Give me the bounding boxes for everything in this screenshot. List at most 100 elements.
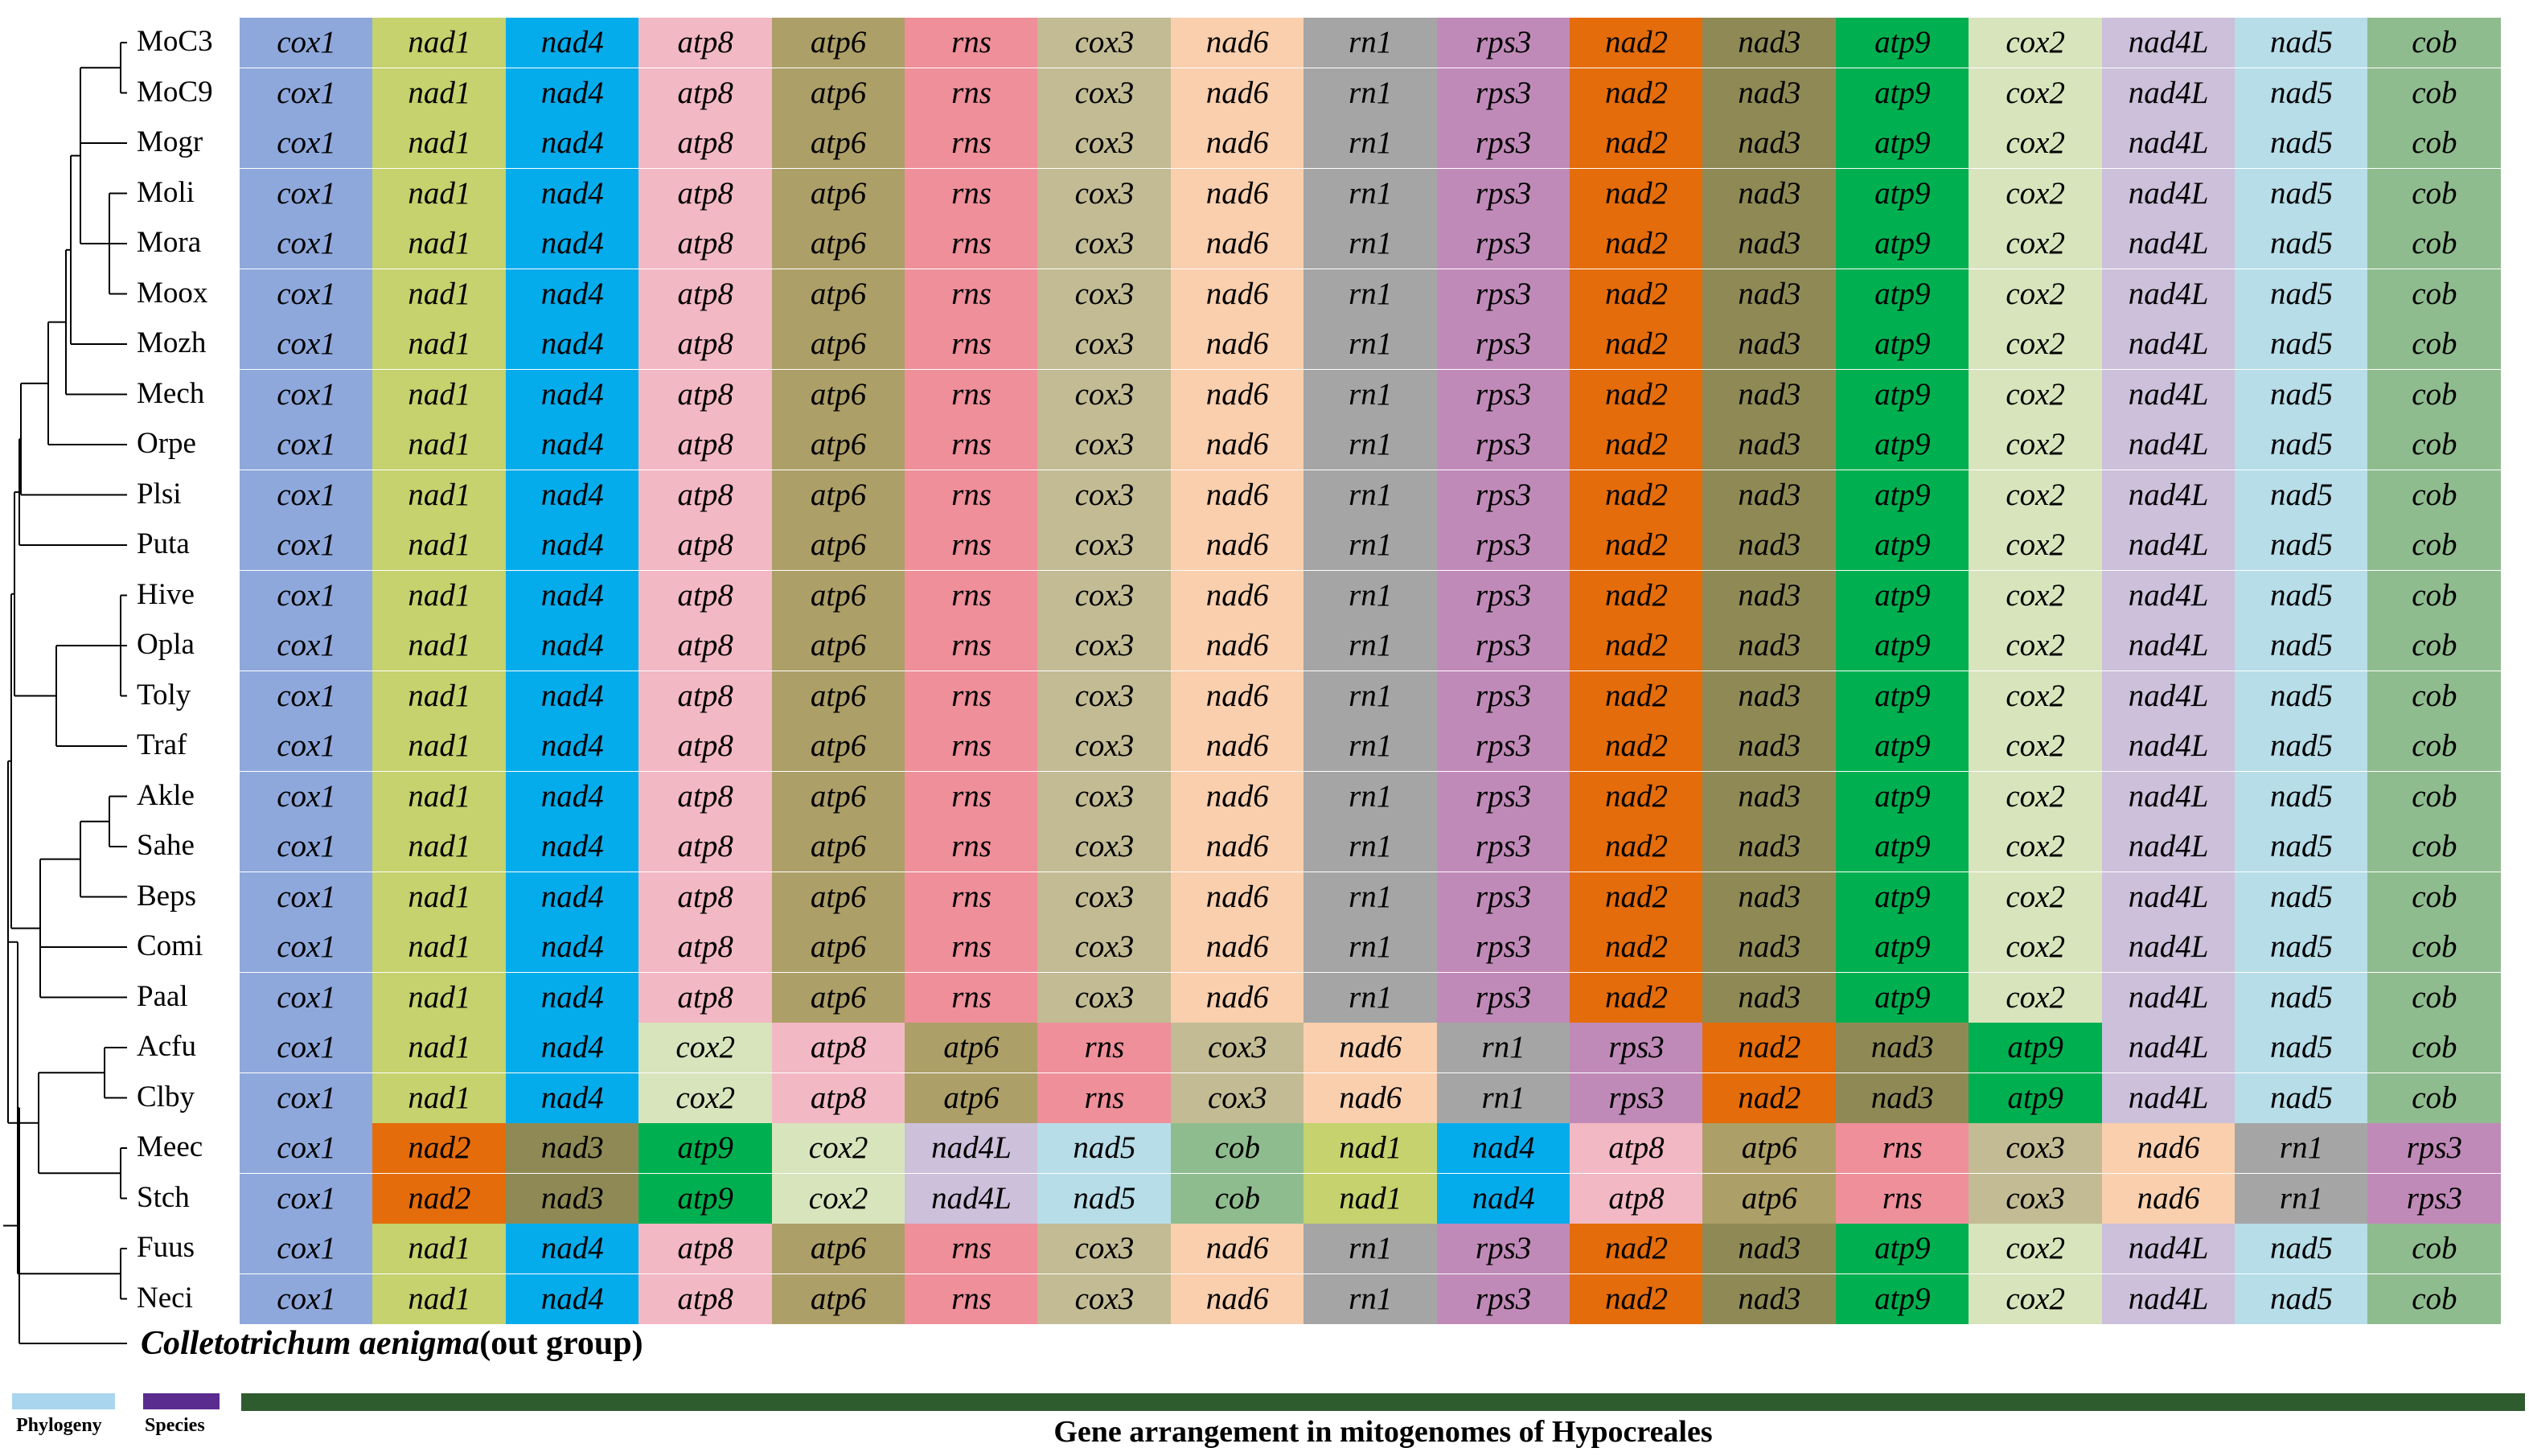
gene-cell: atp8 <box>638 269 773 319</box>
gene-cell: cob <box>2367 1073 2502 1123</box>
gene-row: cox1 nad1 nad4 atp8 atp6 rns cox3 nad6 rn1 rps3 na… <box>240 319 2502 369</box>
gene-cell: nad6 <box>1170 1273 1304 1324</box>
gene-cell: atp8 <box>638 1273 773 1324</box>
gene-cell: rns <box>905 18 1038 68</box>
taxon-label: Meec <box>137 1130 203 1163</box>
gene-cell: cox3 <box>1037 822 1172 872</box>
gene-cell: cox3 <box>1037 570 1172 621</box>
gene-cell: atp6 <box>771 68 905 118</box>
gene-cell: nad1 <box>372 369 507 420</box>
gene-cell: atp6 <box>771 872 905 922</box>
gene-cell: cox3 <box>1037 972 1172 1023</box>
gene-cell: rn1 <box>1304 420 1438 470</box>
gene-cell: cob <box>2367 1273 2502 1324</box>
gene-cell: nad5 <box>2235 1273 2368 1324</box>
gene-cell: cox3 <box>1037 1224 1172 1273</box>
gene-cell: nad1 <box>372 1273 507 1324</box>
gene-cell: nad2 <box>1570 621 1703 671</box>
taxon-label: Sahe <box>137 829 195 862</box>
gene-cell: nad6 <box>1170 621 1304 671</box>
gene-cell: nad6 <box>1170 771 1304 822</box>
gene-cell: atp6 <box>771 269 905 319</box>
gene-cell: rn1 <box>1304 621 1438 671</box>
gene-cell: nad5 <box>2235 18 2368 68</box>
gene-cell: nad4L <box>2101 18 2235 68</box>
gene-cell: cox2 <box>771 1123 905 1173</box>
gene-cell: atp9 <box>638 1123 773 1173</box>
gene-cell: nad4L <box>2101 972 2235 1023</box>
gene-cell: nad5 <box>2235 420 2368 470</box>
legend-label-species: Species <box>145 1415 205 1436</box>
gene-cell: nad6 <box>1170 319 1304 369</box>
gene-cell: nad4L <box>2101 470 2235 520</box>
gene-cell: atp8 <box>771 1073 905 1123</box>
gene-cell: rps3 <box>1570 1073 1703 1123</box>
gene-cell: cox3 <box>1170 1073 1304 1123</box>
taxon-label: Traf <box>137 728 187 761</box>
gene-cell: atp9 <box>1835 520 1969 570</box>
gene-cell: atp9 <box>1835 18 1969 68</box>
gene-cell: cob <box>2367 68 2502 118</box>
gene-cell: atp6 <box>771 1273 905 1324</box>
gene-row: cox1 nad1 nad4 atp8 atp6 rns cox3 nad6 rn1 rps3 na… <box>240 470 2502 520</box>
gene-cell: atp6 <box>771 470 905 520</box>
gene-cell: cob <box>2367 972 2502 1023</box>
gene-cell: atp9 <box>1835 771 1969 822</box>
gene-cell: cox1 <box>240 1123 373 1173</box>
gene-cell: nad4L <box>2101 219 2235 269</box>
gene-cell: cox2 <box>1969 922 2103 972</box>
gene-cell: atp8 <box>638 972 773 1023</box>
gene-cell: nad2 <box>1570 721 1703 771</box>
gene-cell: nad1 <box>372 168 507 219</box>
gene-cell: rps3 <box>1436 118 1570 168</box>
taxon-label: Beps <box>137 879 196 913</box>
gene-cell: nad4 <box>1436 1173 1570 1224</box>
gene-cell: rn1 <box>1304 118 1438 168</box>
gene-row: cox1 nad1 nad4 atp8 atp6 rns cox3 nad6 rn1 rps3 na… <box>240 520 2502 570</box>
gene-cell: cox1 <box>240 520 373 570</box>
gene-cell: atp6 <box>771 922 905 972</box>
gene-cell: nad6 <box>1170 972 1304 1023</box>
gene-cell: nad4L <box>2101 319 2235 369</box>
gene-cell: nad4 <box>505 872 639 922</box>
gene-cell: nad4 <box>505 520 639 570</box>
gene-cell: atp8 <box>638 470 773 520</box>
gene-cell: cob <box>2367 872 2502 922</box>
gene-cell: cox3 <box>1037 118 1172 168</box>
gene-cell: nad6 <box>2101 1123 2235 1173</box>
gene-cell: nad2 <box>1570 219 1703 269</box>
gene-cell: nad5 <box>2235 520 2368 570</box>
taxon-label: Orpe <box>137 427 196 460</box>
gene-cell: cob <box>2367 822 2502 872</box>
gene-cell: cob <box>2367 721 2502 771</box>
gene-cell: nad4 <box>505 721 639 771</box>
gene-cell: atp8 <box>638 520 773 570</box>
gene-cell: atp8 <box>638 721 773 771</box>
gene-cell: nad4 <box>505 570 639 621</box>
gene-cell: atp6 <box>1702 1123 1837 1173</box>
gene-cell: nad3 <box>1702 369 1837 420</box>
gene-cell: nad4 <box>505 219 639 269</box>
gene-cell: rn1 <box>1304 671 1438 721</box>
gene-cell: cob <box>2367 470 2502 520</box>
gene-cell: nad4L <box>2101 621 2235 671</box>
gene-cell: nad1 <box>372 621 507 671</box>
gene-cell: nad3 <box>1702 671 1837 721</box>
gene-cell: rns <box>905 319 1038 369</box>
gene-cell: rn1 <box>1304 1273 1438 1324</box>
gene-cell: cox1 <box>240 972 373 1023</box>
gene-cell: nad3 <box>1702 269 1837 319</box>
taxon-label: Moli <box>137 175 195 209</box>
taxon-label: Mozh <box>137 326 207 359</box>
gene-cell: cox1 <box>240 68 373 118</box>
gene-cell: rn1 <box>2235 1173 2368 1224</box>
legend-swatch-phylogeny <box>12 1393 115 1409</box>
gene-row: cox1 nad2 nad3 atp9 cox2 nad4L nad5 cob nad1 nad4… <box>240 1123 2502 1173</box>
gene-cell: nad6 <box>1304 1023 1438 1073</box>
gene-cell: nad1 <box>372 118 507 168</box>
gene-cell: rns <box>1835 1173 1969 1224</box>
gene-cell: atp6 <box>771 721 905 771</box>
gene-row: cox1 nad1 nad4 atp8 atp6 rns cox3 nad6 rn1 rps3 na… <box>240 872 2502 922</box>
gene-cell: cox3 <box>1037 68 1172 118</box>
gene-cell: nad1 <box>372 269 507 319</box>
